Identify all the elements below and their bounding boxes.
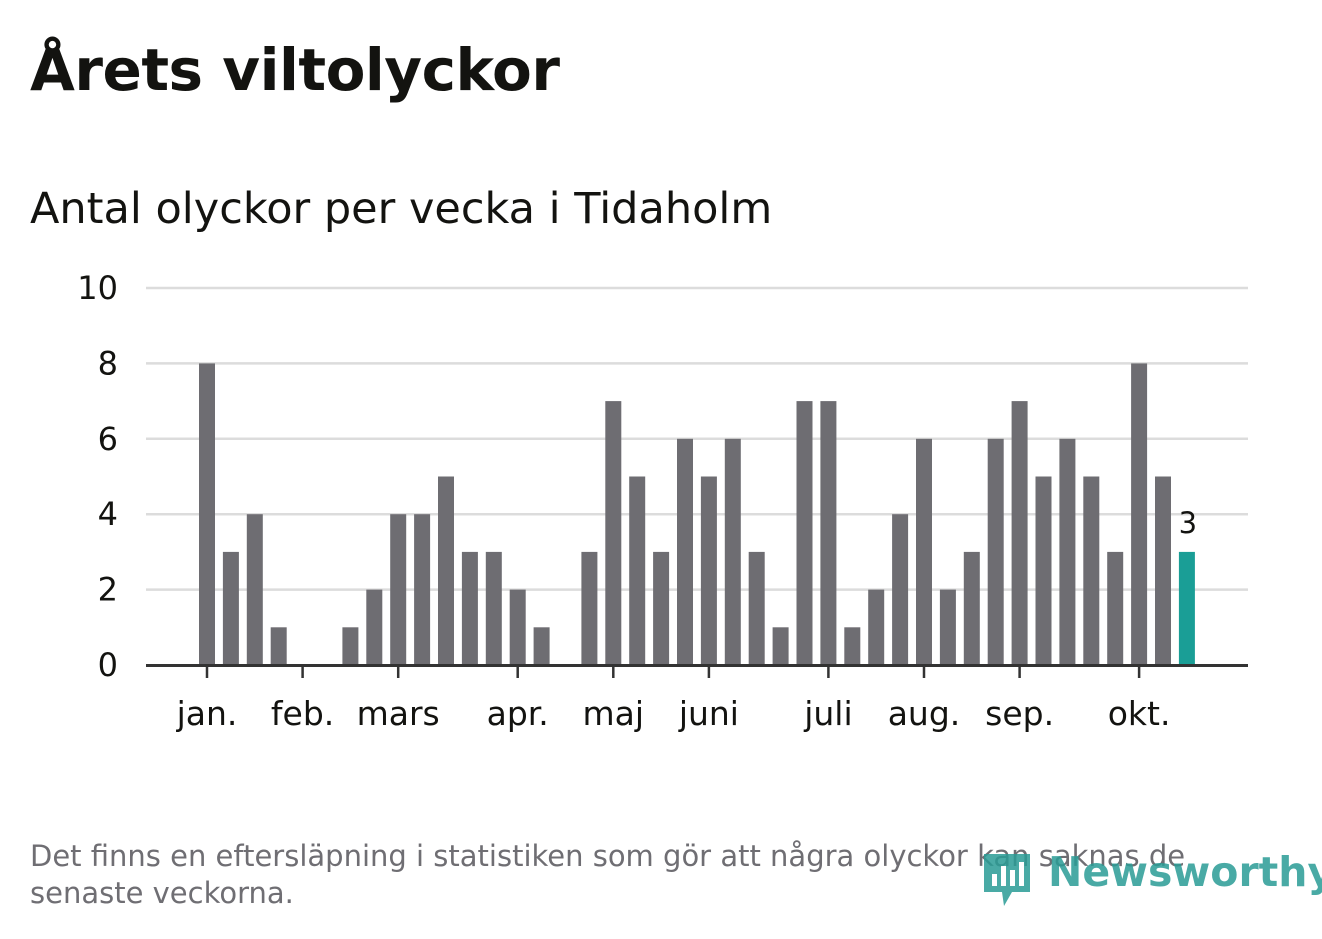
bar-week-38 [1083, 476, 1100, 665]
page-title: Årets viltolyckor [30, 36, 560, 104]
logo-text: Newsworthy [1048, 848, 1322, 896]
x-tick-label-sep.: sep. [985, 694, 1054, 733]
bar-week-27 [820, 401, 837, 665]
bar-week-42 [1178, 551, 1195, 665]
bar-week-13 [485, 551, 502, 665]
bar-week-9 [390, 514, 407, 665]
x-tick-label-okt.: okt. [1108, 694, 1171, 733]
grid-lines [146, 286, 1248, 591]
bar-chart: 0 2 4 6 8 10 jan. feb. mars apr. maj juni juli aug. s… [77, 269, 1248, 733]
bar-week-18 [605, 401, 622, 665]
y-tick-label-4: 4 [98, 495, 118, 533]
bar-week-22 [700, 476, 717, 665]
x-tick-label-juni: juni [678, 694, 739, 733]
bar-week-40 [1131, 363, 1148, 665]
bar-week-11 [438, 476, 454, 665]
bar-week-23 [724, 438, 741, 665]
x-tick-label-jan.: jan. [176, 694, 238, 733]
bar-week-7 [342, 627, 359, 665]
bar-week-37 [1059, 438, 1076, 665]
y-tick-label-10: 10 [77, 269, 118, 307]
bar-week-19 [629, 476, 646, 665]
x-tick-label-apr.: apr. [487, 694, 549, 733]
bar-week-30 [892, 514, 909, 665]
bar-week-26 [796, 401, 813, 665]
bar-week-21 [677, 438, 693, 665]
bar-week-33 [963, 551, 980, 665]
bar-week-4 [270, 627, 287, 665]
bar-week-31 [916, 438, 932, 665]
bar-week-1 [199, 363, 215, 665]
x-tick-label-mars: mars [357, 694, 440, 733]
y-tick-label-8: 8 [98, 344, 118, 382]
x-tick-label-aug.: aug. [888, 694, 961, 733]
bar-week-10 [414, 514, 431, 665]
bar-week-35 [1011, 401, 1028, 665]
y-tick-label-0: 0 [98, 646, 118, 684]
x-tick-label-feb.: feb. [271, 694, 334, 733]
bars [199, 363, 1195, 665]
data-labels: 3 [1179, 506, 1197, 540]
bar-week-15 [533, 627, 550, 665]
bar-week-41 [1155, 476, 1171, 665]
bar-week-12 [461, 551, 478, 665]
y-axis-ticks: 0 2 4 6 8 10 [77, 269, 118, 684]
bar-week-24 [748, 551, 765, 665]
bar-week-2 [222, 551, 239, 665]
y-tick-label-6: 6 [98, 420, 118, 458]
chart-subtitle: Antal olyckor per vecka i Tidaholm [30, 184, 773, 234]
x-tick-label-juli: juli [803, 694, 852, 733]
bar-week-14 [509, 589, 526, 665]
bar-week-36 [1035, 476, 1052, 665]
x-axis: jan. feb. mars apr. maj juni juli aug. sep. okt. [146, 664, 1248, 733]
bar-week-29 [868, 589, 885, 665]
bar-week-8 [366, 589, 383, 665]
newsworthy-logo: Newsworthy [980, 846, 1322, 912]
bar-week-20 [653, 551, 670, 665]
bar-week-17 [581, 551, 598, 665]
bar-week-25 [772, 627, 789, 665]
bar-week-28 [844, 627, 861, 665]
bar-week-34 [987, 438, 1004, 665]
bar-week-39 [1107, 551, 1124, 665]
x-tick-label-maj: maj [583, 694, 645, 733]
data-label-last-week: 3 [1179, 506, 1197, 540]
bar-week-32 [939, 589, 956, 665]
bar-chart-speech-bubble-icon [984, 854, 1030, 906]
bar-week-3 [246, 514, 263, 665]
y-tick-label-2: 2 [98, 571, 118, 609]
